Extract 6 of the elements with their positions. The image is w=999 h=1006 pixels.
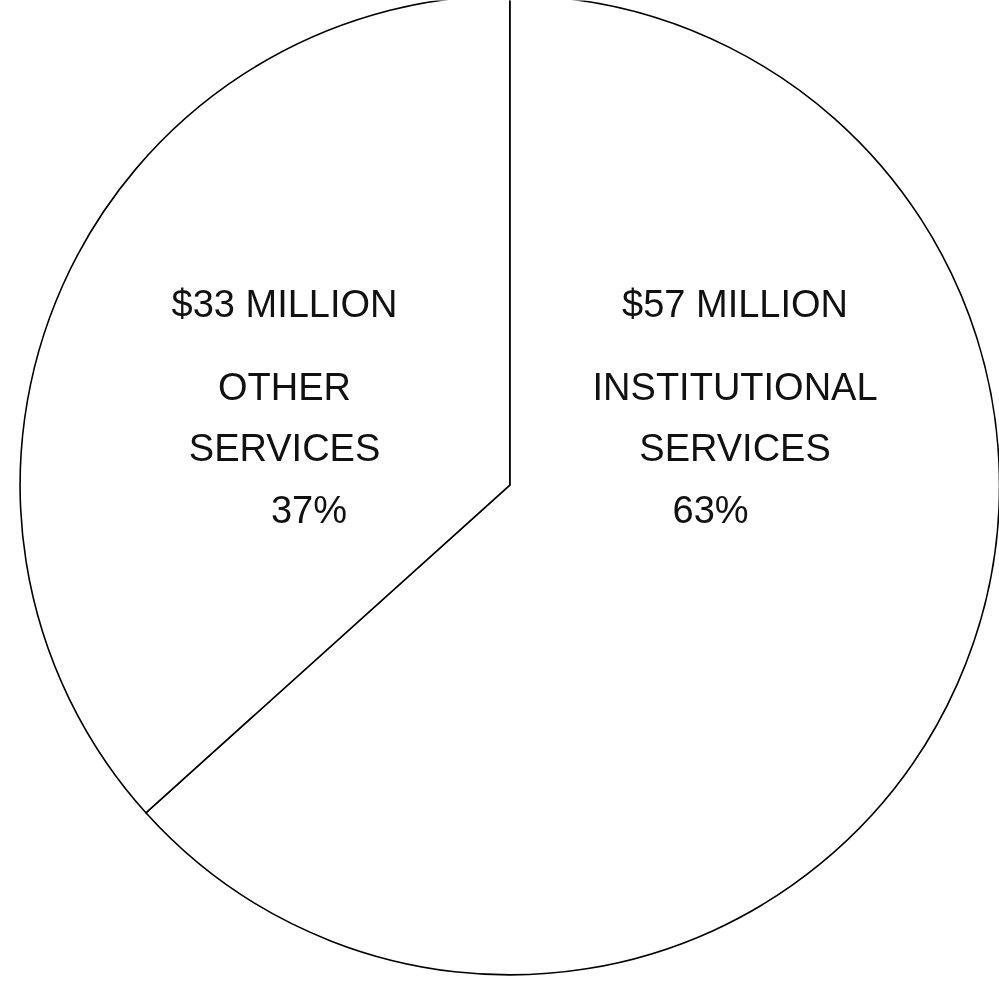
- data-label: $57 MILLION: [622, 283, 849, 326]
- data-label: $33 MILLION: [171, 283, 398, 326]
- text: 37%: [270, 488, 348, 531]
- slice-label: INSTITUTIONAL SERVICES: [592, 366, 878, 470]
- slice-label: OTHER SERVICES: [188, 366, 381, 470]
- text: 63%: [672, 488, 749, 531]
